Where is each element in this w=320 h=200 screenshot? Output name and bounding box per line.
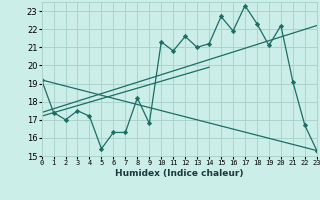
X-axis label: Humidex (Indice chaleur): Humidex (Indice chaleur): [115, 169, 244, 178]
